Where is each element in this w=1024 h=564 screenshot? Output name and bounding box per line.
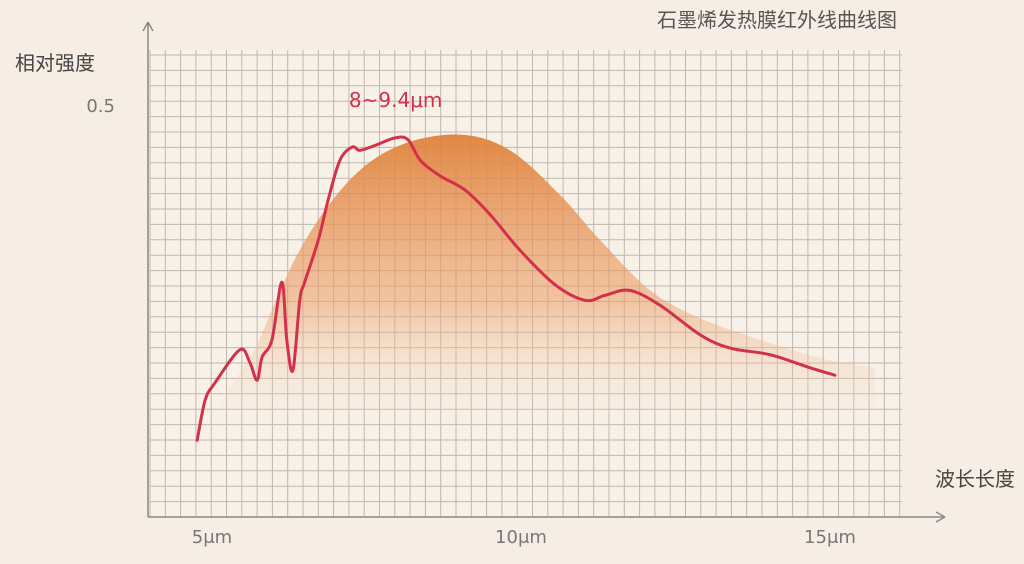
chart-title: 石墨烯发热膜红外线曲线图 [657, 8, 897, 32]
y-axis [142, 21, 154, 517]
x-tick-label: 10μm [495, 527, 547, 548]
x-axis [148, 511, 946, 523]
peak-range-annotation: 8~9.4μm [349, 88, 443, 112]
measured-curve-line [195, 135, 837, 442]
x-axis-label: 波长长度 [935, 467, 1015, 491]
y-tick-label: 0.5 [86, 96, 115, 117]
reference-area [195, 134, 876, 441]
x-tick-label: 15μm [804, 527, 856, 548]
y-axis-label: 相对强度 [15, 51, 95, 75]
x-tick-label: 5μm [192, 527, 232, 548]
